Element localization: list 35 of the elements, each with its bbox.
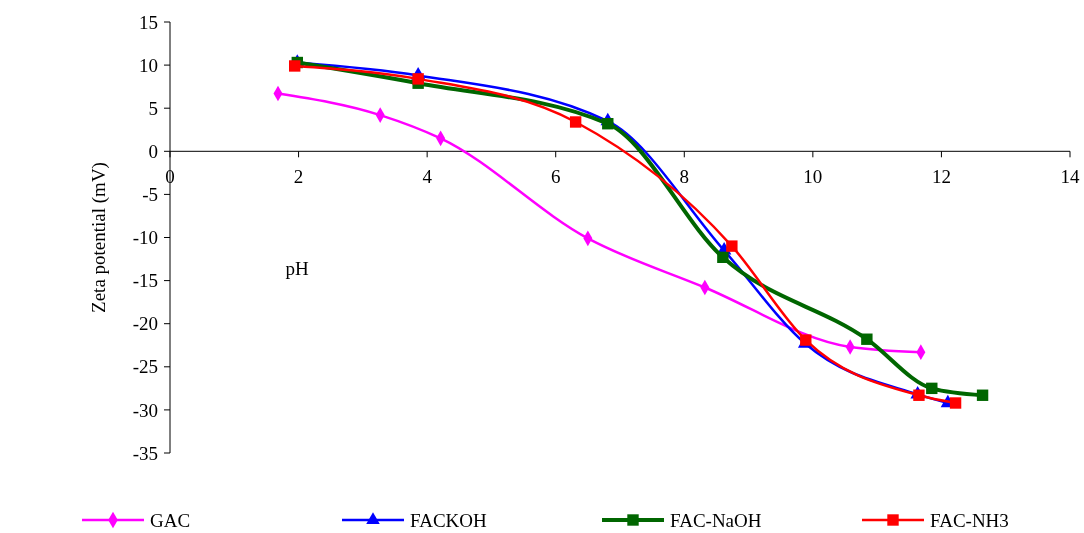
x-tick-label: 4	[422, 166, 433, 188]
y-tick-label: 0	[148, 140, 158, 162]
y-tick-label: -5	[142, 184, 158, 206]
x-tick-label: 0	[165, 166, 175, 188]
point	[949, 397, 962, 409]
x-tick-label: 6	[550, 166, 561, 188]
legend-label: FAC-NaOH	[670, 509, 762, 531]
y-tick-label: -30	[132, 399, 158, 421]
y-axis-title: Zeta potential (mV)	[88, 162, 110, 313]
point	[412, 73, 424, 85]
x-tick-label: 2	[293, 166, 304, 188]
legend-label: FACKOH	[410, 509, 487, 531]
point	[976, 389, 989, 401]
legend-label: GAC	[150, 509, 191, 531]
y-tick-label: -10	[132, 227, 158, 249]
point	[726, 240, 738, 252]
point	[289, 60, 301, 72]
point	[861, 333, 873, 345]
y-tick-label: -25	[132, 356, 158, 378]
y-tick-label: 5	[148, 97, 158, 119]
point	[569, 116, 582, 128]
y-tick-label: 15	[139, 11, 158, 33]
y-tick-label: -15	[132, 270, 158, 292]
x-tick-label: 10	[803, 166, 823, 188]
x-tick-label: 12	[931, 166, 951, 188]
y-tick-label: -20	[132, 313, 158, 335]
x-tick-label: 14	[1060, 166, 1080, 188]
point	[602, 118, 614, 130]
point	[717, 251, 729, 264]
y-tick-label: -35	[132, 442, 158, 464]
y-tick-label: 10	[139, 54, 158, 76]
point	[926, 382, 938, 395]
legend-label: FAC-NH3	[930, 509, 1009, 531]
x-tick-label: 8	[679, 166, 690, 188]
x-axis-title: pH	[285, 258, 309, 279]
